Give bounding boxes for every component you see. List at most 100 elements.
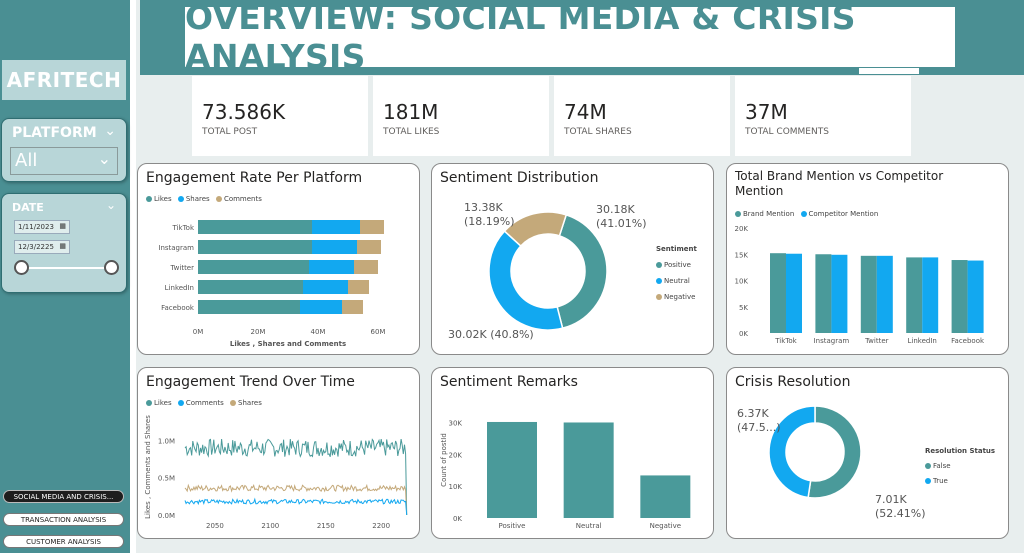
bar-shares xyxy=(300,300,342,314)
negative-data-label: 13.38K (18.19%) xyxy=(464,201,515,229)
crisis-resolution-card[interactable]: Crisis Resolution 6.37K (47.5...) 7.01K … xyxy=(726,367,1009,539)
date-slicer[interactable]: DATE ⌄ 1/11/2023 ▦ 12/3/2225 ▦ xyxy=(1,193,127,293)
date-range-end-handle[interactable] xyxy=(104,260,119,275)
y-tick-label: LinkedIn xyxy=(165,284,194,292)
card-title: Sentiment Remarks xyxy=(440,374,578,390)
kpi-total-comments: 37M TOTAL COMMENTS xyxy=(735,76,911,156)
card-title: Total Brand Mention vs Competitor Mentio… xyxy=(735,169,944,198)
negative-value: 13.38K xyxy=(464,201,503,214)
legend-label: Shares xyxy=(238,399,262,407)
true-value: 6.37K xyxy=(737,407,769,420)
bar-comments xyxy=(342,300,363,314)
bar-comments xyxy=(354,260,378,274)
calendar-icon[interactable]: ▦ xyxy=(59,222,66,230)
nav-button[interactable]: CUSTOMER ANALYSIS xyxy=(3,535,124,548)
legend-dot xyxy=(146,400,152,406)
engagement-trend-card[interactable]: Engagement Trend Over Time Likes Comment… xyxy=(137,367,420,539)
start-date-input[interactable]: 1/11/2023 ▦ xyxy=(14,220,70,234)
x-tick-label: Facebook xyxy=(951,337,985,345)
bar-competitor-mention xyxy=(967,260,984,333)
positive-pct: (41.01%) xyxy=(596,217,647,230)
false-pct: (52.41%) xyxy=(875,507,926,520)
bar-shares xyxy=(303,280,348,294)
kpi-label: TOTAL POST xyxy=(202,127,258,137)
sentiment-remarks-chart: Count of postId 0K 10K 20K 30K Positive Neutra… xyxy=(440,420,691,530)
nav-button[interactable]: SOCIAL MEDIA AND CRISIS... xyxy=(3,490,124,503)
platform-dropdown[interactable]: All ⌄ xyxy=(10,147,118,175)
legend-dot xyxy=(230,400,237,406)
bar-positive xyxy=(487,421,537,518)
calendar-icon[interactable]: ▦ xyxy=(59,242,66,250)
y-axis-title: Count of postId xyxy=(440,433,448,487)
engagement-trend-chart: Likes , Comments and Shares 0.0M 0.5M 1.0M 2… xyxy=(144,415,408,530)
legend-dot xyxy=(177,196,184,202)
legend-label: Positive xyxy=(664,261,691,269)
positive-value: 30.18K xyxy=(596,203,635,216)
bar-brand-mention xyxy=(860,255,877,333)
x-tick-label: 2050 xyxy=(206,522,224,530)
sentiment-distribution-card[interactable]: Sentiment Distribution 13.38K (18.19%) 3… xyxy=(431,163,714,355)
bar-likes xyxy=(198,280,303,294)
legend-dot xyxy=(656,262,662,268)
bar-likes xyxy=(198,240,312,254)
start-date-value: 1/11/2023 xyxy=(18,223,54,231)
legend-dot xyxy=(925,478,931,484)
bar-brand-mention xyxy=(951,260,968,333)
y-axis-title: Likes , Comments and Shares xyxy=(144,415,152,519)
x-tick-label: 40M xyxy=(311,328,326,336)
legend-dot xyxy=(735,211,741,217)
chevron-down-icon[interactable]: ⌄ xyxy=(104,123,116,139)
sentiment-remarks-card[interactable]: Sentiment Remarks Count of postId 0K 10K 20… xyxy=(431,367,714,539)
donut-slice-true xyxy=(768,405,816,499)
legend-dot xyxy=(215,196,222,202)
x-tick-label: 20M xyxy=(251,328,266,336)
kpi-value: 73.586K xyxy=(202,100,286,124)
line-likes xyxy=(184,438,408,516)
platform-slicer[interactable]: PLATFORM ⌄ All ⌄ xyxy=(1,118,127,182)
x-tick-label: TikTok xyxy=(774,337,797,345)
legend-dot xyxy=(656,294,662,300)
bar-comments xyxy=(357,240,381,254)
bar-shares xyxy=(312,220,360,234)
card-title: Engagement Trend Over Time xyxy=(146,374,355,390)
bar-likes xyxy=(198,300,300,314)
y-tick-label: 30K xyxy=(449,420,463,428)
x-tick-label: Neutral xyxy=(576,522,602,530)
x-tick-label: 2150 xyxy=(317,522,335,530)
legend-dot xyxy=(925,463,931,469)
sentiment-legend: Sentiment Positive Neutral Negative xyxy=(656,241,697,305)
y-tick-label: TikTok xyxy=(172,224,195,232)
legend-label: True xyxy=(933,477,948,485)
date-range-track[interactable] xyxy=(21,267,113,269)
kpi-value: 37M xyxy=(745,100,788,124)
legend-title: Sentiment xyxy=(656,245,697,253)
y-tick-label: 1.0M xyxy=(158,437,175,445)
donut-slice-false xyxy=(807,405,862,499)
bar-competitor-mention xyxy=(922,257,939,333)
bar-competitor-mention xyxy=(786,253,802,333)
nav-button[interactable]: TRANSACTION ANALYSIS xyxy=(3,513,124,526)
kpi-label: TOTAL COMMENTS xyxy=(745,127,829,137)
legend-dot xyxy=(146,196,152,202)
x-tick-label: Twitter xyxy=(864,337,889,345)
y-tick-label: 5K xyxy=(739,304,748,312)
bar-shares xyxy=(312,240,357,254)
legend-label: Negative xyxy=(664,293,696,301)
date-slicer-title: DATE xyxy=(12,201,44,214)
chart-legend: Likes Comments Shares xyxy=(146,399,262,407)
y-tick-label: Twitter xyxy=(170,264,195,272)
brand-mention-card[interactable]: Total Brand Mention vs Competitor Mentio… xyxy=(726,163,1009,355)
legend-label: Neutral xyxy=(664,277,690,285)
end-date-input[interactable]: 12/3/2225 ▦ xyxy=(14,240,70,254)
chevron-down-icon[interactable]: ⌄ xyxy=(105,198,116,212)
bar-brand-mention xyxy=(770,253,786,333)
bar-comments xyxy=(360,220,384,234)
date-range-start-handle[interactable] xyxy=(14,260,29,275)
platform-slicer-title: PLATFORM xyxy=(12,125,97,141)
crisis-donut-chart xyxy=(768,405,862,499)
legend-label: False xyxy=(933,462,951,470)
donut-slice-positive xyxy=(556,213,608,330)
engagement-rate-card[interactable]: Engagement Rate Per Platform Likes Share… xyxy=(137,163,420,355)
chart-legend: Likes Shares Comments xyxy=(146,195,262,203)
line-comments xyxy=(184,497,408,516)
